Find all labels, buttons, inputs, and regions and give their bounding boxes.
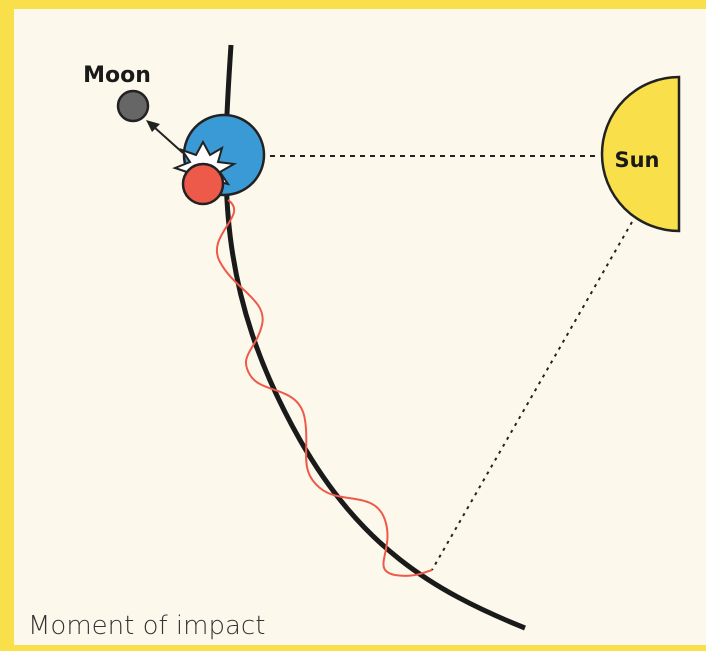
impactor (181, 162, 225, 206)
caption: Moment of impact (28, 611, 265, 641)
moon (116, 89, 150, 123)
moon-arrow (153, 126, 184, 154)
moon-label: Moon (83, 63, 151, 88)
sun-line-later (431, 221, 633, 571)
sun-label: Sun (614, 148, 659, 172)
moon-arrow-head (146, 120, 160, 132)
sun (600, 75, 681, 233)
debris-path (216, 199, 433, 577)
